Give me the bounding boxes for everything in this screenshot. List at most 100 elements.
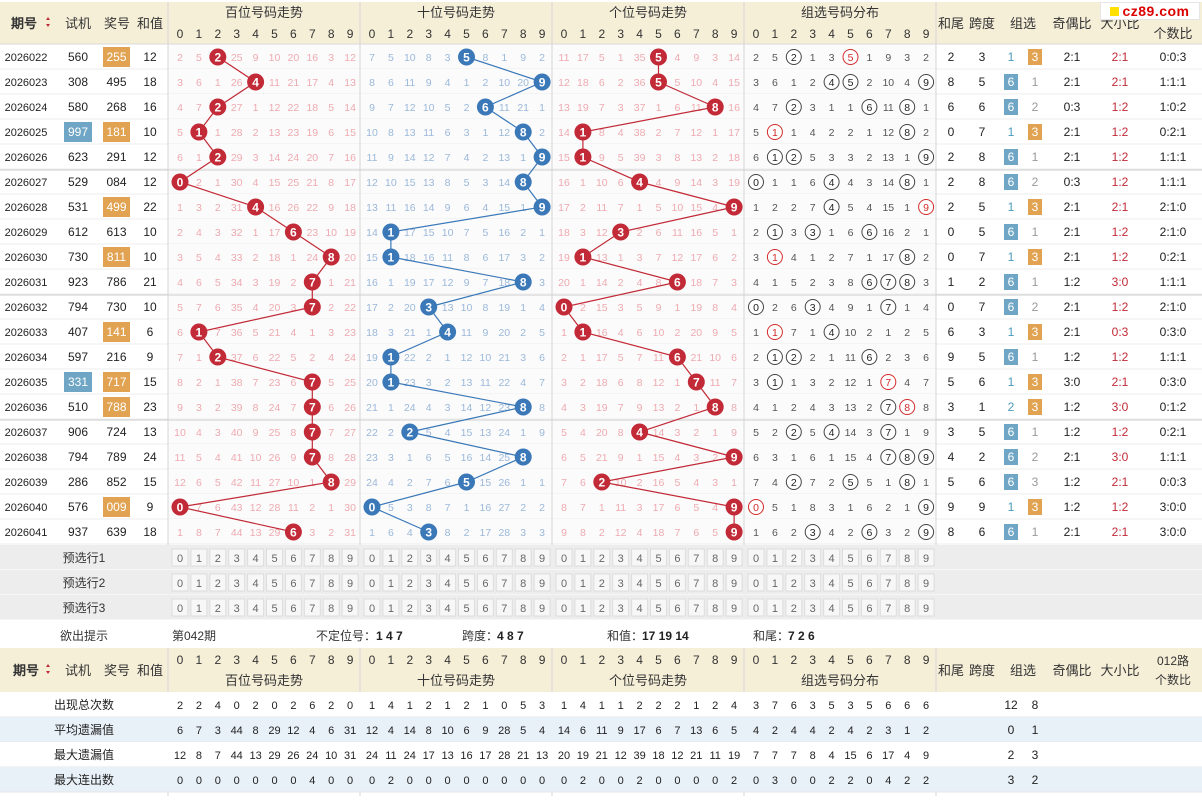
preselect-cell[interactable]	[574, 573, 592, 592]
preselect-cell[interactable]	[612, 548, 630, 567]
preselect-cell[interactable]	[747, 598, 765, 617]
period-cell[interactable]: 2026032	[5, 302, 48, 314]
preselect-cell[interactable]	[341, 573, 359, 592]
preselect-cell[interactable]	[209, 548, 227, 567]
preselect-cell[interactable]	[458, 598, 475, 617]
preselect-cell[interactable]	[706, 573, 724, 592]
preselect-cell[interactable]	[514, 598, 532, 617]
period-cell[interactable]: 2026025	[5, 127, 48, 139]
period-header[interactable]: 期号	[11, 16, 37, 31]
period-cell[interactable]: 2026036	[5, 402, 48, 414]
preselect-cell[interactable]	[303, 548, 321, 567]
site-logo[interactable]: cz89.com	[1100, 2, 1200, 20]
period-cell[interactable]: 2026027	[5, 177, 48, 189]
preselect-cell[interactable]	[898, 573, 916, 592]
preselect-cell[interactable]	[574, 598, 592, 617]
preselect-cell[interactable]	[495, 548, 513, 567]
preselect-cell[interactable]	[650, 548, 667, 567]
sort-asc-icon[interactable]	[46, 664, 50, 667]
preselect-cell[interactable]	[266, 573, 283, 592]
preselect-cell[interactable]	[495, 573, 513, 592]
preselect-cell[interactable]	[303, 573, 321, 592]
preselect-cell[interactable]	[533, 548, 551, 567]
period-cell[interactable]: 2026039	[5, 477, 48, 489]
preselect-cell[interactable]	[401, 598, 419, 617]
preselect-cell[interactable]	[766, 548, 784, 567]
preselect-cell[interactable]	[706, 548, 724, 567]
preselect-cell[interactable]	[725, 598, 743, 617]
preselect-cell[interactable]	[668, 573, 686, 592]
preselect-cell[interactable]	[171, 573, 189, 592]
preselect-cell[interactable]	[247, 598, 265, 617]
preselect-cell[interactable]	[420, 573, 438, 592]
preselect-cell[interactable]	[766, 598, 784, 617]
preselect-cell[interactable]	[650, 573, 667, 592]
preselect-cell[interactable]	[476, 573, 494, 592]
preselect-cell[interactable]	[322, 573, 340, 592]
preselect-cell[interactable]	[593, 548, 611, 567]
preselect-cell[interactable]	[420, 548, 438, 567]
preselect-cell[interactable]	[533, 598, 551, 617]
preselect-cell[interactable]	[687, 573, 705, 592]
preselect-cell[interactable]	[209, 598, 227, 617]
preselect-cell[interactable]	[593, 598, 611, 617]
period-cell[interactable]: 2026037	[5, 427, 48, 439]
preselect-cell[interactable]	[842, 598, 859, 617]
preselect-cell[interactable]	[879, 598, 897, 617]
preselect-cell[interactable]	[247, 548, 265, 567]
preselect-cell[interactable]	[382, 598, 400, 617]
preselect-cell[interactable]	[631, 598, 649, 617]
preselect-cell[interactable]	[401, 573, 419, 592]
preselect-cell[interactable]	[823, 598, 841, 617]
preselect-cell[interactable]	[898, 598, 916, 617]
period-cell[interactable]: 2026030	[5, 252, 48, 264]
period-cell[interactable]: 2026033	[5, 327, 48, 339]
preselect-cell[interactable]	[228, 548, 246, 567]
period-header-footer[interactable]: 期号	[13, 663, 39, 678]
preselect-cell[interactable]	[860, 548, 878, 567]
preselect-cell[interactable]	[555, 573, 573, 592]
preselect-cell[interactable]	[747, 573, 765, 592]
preselect-cell[interactable]	[303, 598, 321, 617]
preselect-cell[interactable]	[495, 598, 513, 617]
preselect-cell[interactable]	[555, 598, 573, 617]
preselect-cell[interactable]	[247, 573, 265, 592]
preselect-cell[interactable]	[687, 548, 705, 567]
preselect-cell[interactable]	[382, 548, 400, 567]
period-cell[interactable]: 2026034	[5, 352, 48, 364]
preselect-cell[interactable]	[209, 573, 227, 592]
preselect-cell[interactable]	[363, 598, 381, 617]
preselect-cell[interactable]	[341, 548, 359, 567]
preselect-cell[interactable]	[341, 598, 359, 617]
preselect-cell[interactable]	[804, 548, 822, 567]
preselect-cell[interactable]	[228, 598, 246, 617]
preselect-cell[interactable]	[190, 548, 208, 567]
preselect-cell[interactable]	[171, 548, 189, 567]
preselect-cell[interactable]	[439, 548, 457, 567]
preselect-cell[interactable]	[879, 573, 897, 592]
preselect-cell[interactable]	[439, 573, 457, 592]
preselect-cell[interactable]	[322, 598, 340, 617]
preselect-cell[interactable]	[823, 573, 841, 592]
period-cell[interactable]: 2026029	[5, 227, 48, 239]
preselect-cell[interactable]	[382, 573, 400, 592]
preselect-cell[interactable]	[747, 548, 765, 567]
preselect-cell[interactable]	[668, 598, 686, 617]
preselect-cell[interactable]	[650, 598, 667, 617]
period-cell[interactable]: 2026040	[5, 502, 48, 514]
sort-desc-icon[interactable]	[46, 24, 50, 27]
preselect-cell[interactable]	[766, 573, 784, 592]
sort-asc-icon[interactable]	[46, 17, 50, 20]
preselect-cell[interactable]	[804, 598, 822, 617]
preselect-cell[interactable]	[284, 573, 302, 592]
preselect-cell[interactable]	[363, 573, 381, 592]
period-cell[interactable]: 2026022	[5, 52, 48, 64]
preselect-cell[interactable]	[514, 573, 532, 592]
preselect-cell[interactable]	[631, 573, 649, 592]
preselect-cell[interactable]	[725, 573, 743, 592]
preselect-cell[interactable]	[612, 598, 630, 617]
preselect-cell[interactable]	[266, 598, 283, 617]
preselect-cell[interactable]	[917, 548, 935, 567]
preselect-cell[interactable]	[725, 548, 743, 567]
preselect-cell[interactable]	[917, 598, 935, 617]
